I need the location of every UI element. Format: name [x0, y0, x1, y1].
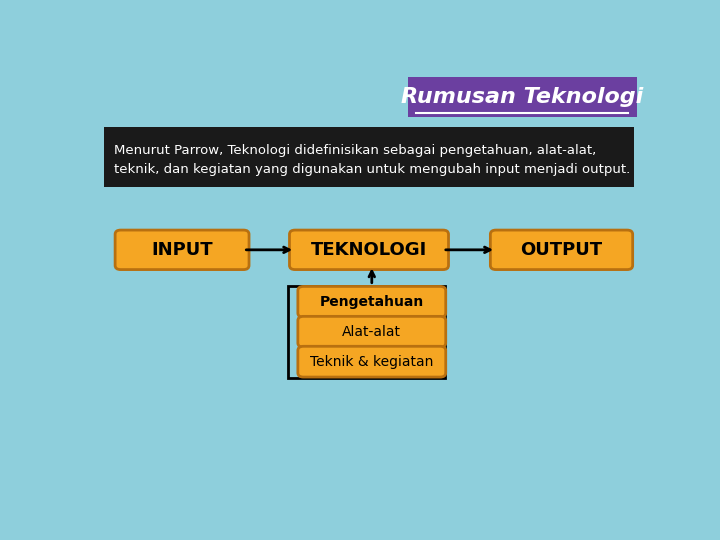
- FancyBboxPatch shape: [408, 77, 637, 117]
- Bar: [288, 286, 445, 378]
- Text: Alat-alat: Alat-alat: [342, 325, 401, 339]
- FancyBboxPatch shape: [289, 230, 449, 269]
- Text: Pengetahuan: Pengetahuan: [320, 295, 424, 309]
- Text: INPUT: INPUT: [151, 241, 213, 259]
- Text: teknik, dan kegiatan yang digunakan untuk mengubah input menjadi output.: teknik, dan kegiatan yang digunakan untu…: [114, 163, 630, 176]
- Text: Menurut Parrow, Teknologi didefinisikan sebagai pengetahuan, alat-alat,: Menurut Parrow, Teknologi didefinisikan …: [114, 144, 596, 157]
- Text: Teknik & kegiatan: Teknik & kegiatan: [310, 355, 433, 369]
- FancyBboxPatch shape: [298, 286, 446, 317]
- FancyBboxPatch shape: [115, 230, 249, 269]
- FancyBboxPatch shape: [298, 316, 446, 347]
- FancyBboxPatch shape: [104, 127, 634, 187]
- FancyBboxPatch shape: [298, 346, 446, 377]
- Text: TEKNOLOGI: TEKNOLOGI: [311, 241, 427, 259]
- FancyBboxPatch shape: [490, 230, 633, 269]
- Text: OUTPUT: OUTPUT: [521, 241, 603, 259]
- Text: Rumusan Teknologi: Rumusan Teknologi: [401, 87, 644, 107]
